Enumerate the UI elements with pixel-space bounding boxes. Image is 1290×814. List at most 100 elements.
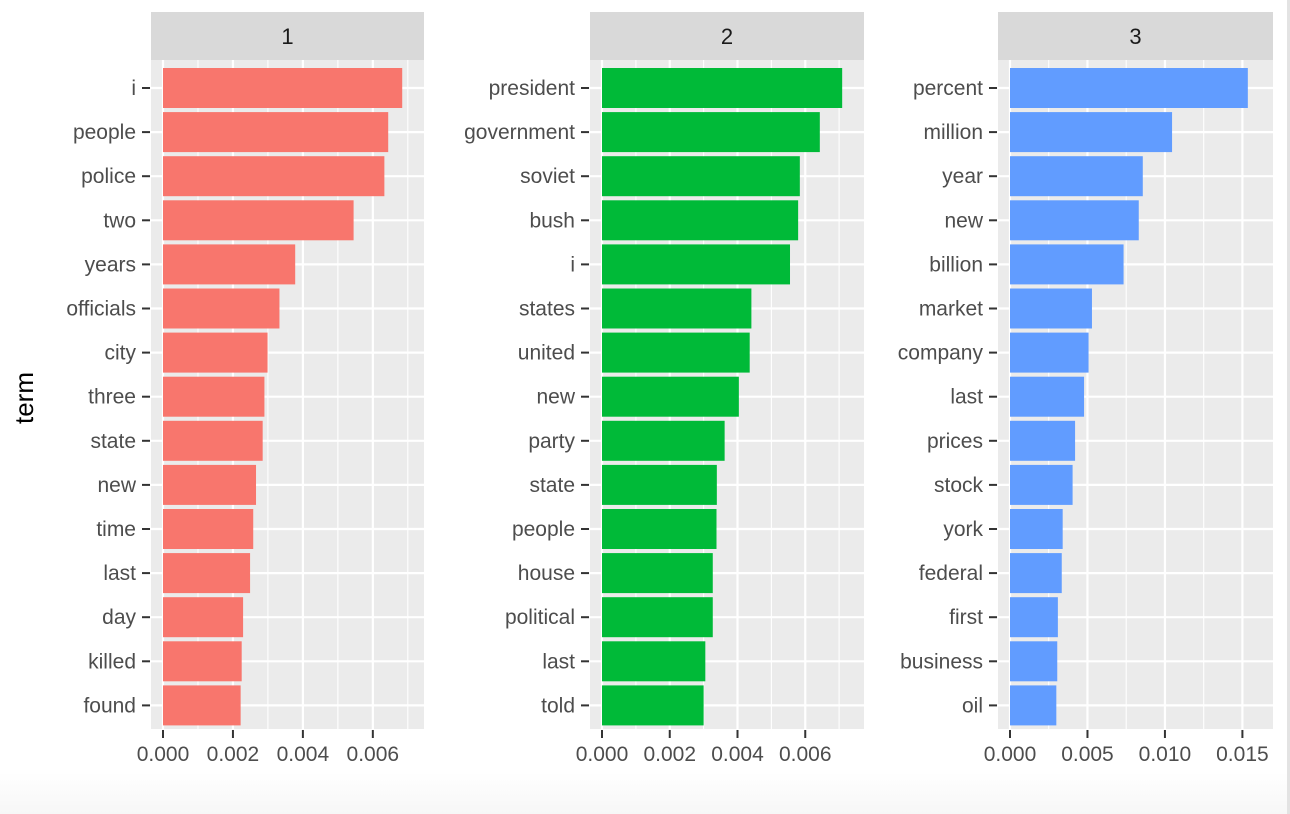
bar: [163, 68, 403, 108]
y-tick-label: found: [83, 694, 136, 717]
bar: [163, 641, 242, 682]
facet-panel: 1 i people police two years officials city three…: [66, 12, 424, 766]
facet-strip-label: 1: [281, 24, 293, 49]
bar: [602, 68, 843, 108]
bar: [602, 200, 799, 241]
bar: [1010, 641, 1058, 682]
x-tick-label: 0.006: [779, 743, 832, 766]
bar: [602, 641, 706, 682]
y-tick-label: united: [518, 342, 575, 365]
bar: [163, 244, 296, 285]
bar: [1010, 68, 1248, 108]
y-tick-label: bush: [529, 209, 575, 232]
bar: [1010, 156, 1143, 197]
y-tick-label: million: [923, 121, 983, 144]
chart-panels: 1 i people police two years officials city three…: [66, 12, 1273, 766]
facet-strip: [590, 12, 864, 60]
y-tick-label: last: [103, 562, 136, 585]
bar: [163, 464, 257, 505]
bar: [163, 200, 354, 241]
y-tick-label: people: [512, 518, 575, 541]
facet-strip: [998, 12, 1273, 60]
window-right-edge: [1287, 0, 1290, 814]
facet-panel: 2 president government soviet bush i states uni…: [464, 12, 864, 766]
y-tick-label: police: [81, 165, 136, 188]
bar: [1010, 553, 1062, 594]
x-tick-label: 0.015: [1216, 743, 1269, 766]
x-tick-label: 0.000: [576, 743, 629, 766]
y-tick-label: government: [464, 121, 575, 144]
y-tick-label: federal: [919, 562, 983, 585]
y-tick-label: new: [536, 386, 575, 409]
bar: [163, 156, 385, 197]
bar: [1010, 332, 1089, 373]
bar: [602, 244, 791, 285]
bar: [1010, 112, 1173, 153]
x-tick-label: 0.005: [1061, 743, 1114, 766]
y-tick-label: i: [570, 253, 575, 276]
y-tick-label: party: [528, 430, 575, 453]
y-tick-label: city: [105, 342, 137, 365]
y-tick-label: business: [900, 650, 983, 673]
bar: [602, 597, 713, 638]
x-tick-label: 0.002: [207, 743, 260, 766]
facet-strip-label: 3: [1129, 24, 1141, 49]
x-tick-label: 0.000: [984, 743, 1037, 766]
bar: [602, 112, 820, 153]
bar: [1010, 244, 1124, 285]
y-tick-label: year: [942, 165, 983, 188]
bar: [163, 332, 268, 373]
x-tick-label: 0.004: [711, 743, 764, 766]
bar: [163, 553, 251, 594]
y-tick-label: day: [102, 606, 136, 629]
y-tick-label: soviet: [520, 165, 575, 188]
facet-strip: [151, 12, 424, 60]
bar: [1010, 685, 1057, 726]
facet-strip-label: 2: [721, 24, 733, 49]
y-tick-label: stock: [934, 474, 984, 497]
bar: [1010, 200, 1139, 241]
y-tick-label: killed: [88, 650, 136, 673]
y-tick-label: prices: [927, 430, 983, 453]
y-tick-label: states: [519, 298, 575, 321]
y-tick-label: told: [541, 694, 575, 717]
y-tick-label: billion: [929, 253, 983, 276]
y-tick-label: political: [505, 606, 575, 629]
y-tick-label: new: [944, 209, 983, 232]
y-axis-title: term: [9, 372, 39, 424]
bar: [1010, 597, 1058, 638]
y-tick-label: new: [97, 474, 136, 497]
bar: [602, 553, 713, 594]
y-tick-label: years: [85, 253, 136, 276]
bar: [602, 464, 717, 505]
y-tick-label: last: [542, 650, 575, 673]
bar: [1010, 376, 1085, 417]
y-tick-label: oil: [962, 694, 983, 717]
bar: [1010, 420, 1076, 461]
bar: [1010, 509, 1063, 549]
x-tick-label: 0.006: [347, 743, 400, 766]
x-tick-label: 0.000: [137, 743, 190, 766]
y-tick-label: percent: [913, 77, 983, 100]
y-tick-label: people: [73, 121, 136, 144]
bar: [602, 376, 739, 417]
x-tick-label: 0.010: [1139, 743, 1192, 766]
bar: [602, 156, 800, 197]
bar: [602, 685, 704, 726]
x-tick-label: 0.004: [277, 743, 330, 766]
y-tick-label: state: [90, 430, 136, 453]
y-tick-label: market: [919, 298, 983, 321]
bar: [602, 332, 750, 373]
x-tick-label: 0.002: [643, 743, 696, 766]
y-tick-label: last: [950, 386, 983, 409]
y-tick-label: president: [489, 77, 576, 100]
y-tick-label: first: [949, 606, 983, 629]
y-tick-label: state: [529, 474, 575, 497]
y-tick-label: house: [518, 562, 575, 585]
bar: [1010, 464, 1073, 505]
bar: [602, 509, 717, 549]
bar: [163, 112, 389, 153]
y-tick-label: officials: [66, 298, 136, 321]
y-tick-label: time: [96, 518, 136, 541]
